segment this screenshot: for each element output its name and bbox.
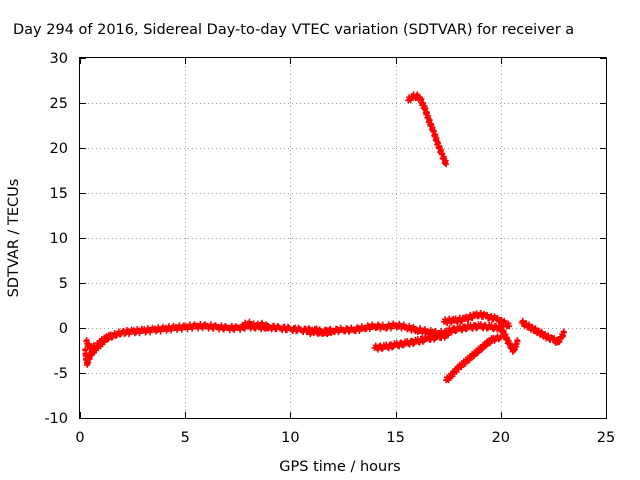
- y-tick-label: 0: [59, 321, 68, 337]
- data-point: [494, 326, 501, 333]
- y-tick-label: 25: [50, 96, 68, 112]
- data-point: [458, 318, 465, 325]
- x-tick-label: 25: [597, 430, 615, 446]
- data-point: [469, 314, 476, 321]
- data-point: [210, 325, 217, 332]
- data-point: [258, 319, 265, 326]
- grid: [80, 58, 606, 418]
- data-point: [462, 360, 469, 367]
- data-point: [560, 329, 567, 336]
- data-point: [477, 309, 484, 316]
- data-point: [484, 311, 491, 318]
- plot-frame: [79, 57, 607, 419]
- y-axis-label: SDTVAR / TECUs: [6, 179, 22, 298]
- data-point: [496, 335, 503, 342]
- data-point: [329, 327, 336, 334]
- data-point: [407, 97, 414, 104]
- data-point: [448, 329, 455, 336]
- y-tick-label: 15: [50, 186, 68, 202]
- data-points: [82, 91, 567, 384]
- data-point: [237, 326, 244, 333]
- data-point: [506, 323, 513, 330]
- data-point: [404, 326, 411, 333]
- data-point: [478, 346, 485, 353]
- data-point: [497, 334, 504, 340]
- data-point: [470, 353, 477, 360]
- data-point: [410, 340, 417, 347]
- y-tick-label: -10: [44, 411, 68, 427]
- data-point: [364, 322, 371, 329]
- data-point: [305, 325, 312, 332]
- ticks: 0 5 10 15 20 25 -10 -5 0 5 10 15 20 25 30: [44, 51, 615, 446]
- x-tick-label: 15: [386, 430, 404, 446]
- data-point: [459, 327, 466, 334]
- data-point: [218, 322, 225, 329]
- y-tick-label: -5: [54, 366, 68, 382]
- data-point: [494, 314, 501, 321]
- data-point: [168, 327, 175, 334]
- data-point: [246, 318, 253, 325]
- data-point: [207, 321, 214, 328]
- y-tick-label: 10: [50, 231, 68, 247]
- data-point: [443, 161, 450, 168]
- data-point: [266, 324, 273, 331]
- data-point: [410, 323, 417, 330]
- x-tick-label: 0: [75, 430, 84, 446]
- data-point: [399, 342, 406, 349]
- data-point: [199, 325, 206, 332]
- data-point: [189, 325, 196, 332]
- x-tick-label: 10: [281, 430, 299, 446]
- data-point: [178, 326, 185, 333]
- data-point: [231, 326, 238, 333]
- x-tick-label: 20: [492, 430, 510, 446]
- chart-title: Day 294 of 2016, Sidereal Day-to-day VTE…: [13, 22, 574, 38]
- y-tick-label: 5: [59, 276, 68, 292]
- data-point: [220, 326, 227, 333]
- data-point: [466, 356, 473, 363]
- data-point: [375, 346, 382, 353]
- data-point: [514, 338, 521, 345]
- data-point: [448, 319, 455, 326]
- data-point: [263, 321, 270, 328]
- data-point: [157, 328, 164, 335]
- data-point: [545, 332, 552, 339]
- y-tick-label: 30: [50, 51, 68, 67]
- x-axis-label: GPS time / hours: [279, 459, 400, 475]
- data-point: [477, 321, 484, 328]
- data-point: [445, 377, 452, 384]
- x-tick-label: 5: [181, 430, 190, 446]
- data-point: [458, 364, 465, 371]
- data-point: [385, 345, 392, 352]
- y-tick-label: 20: [50, 141, 68, 157]
